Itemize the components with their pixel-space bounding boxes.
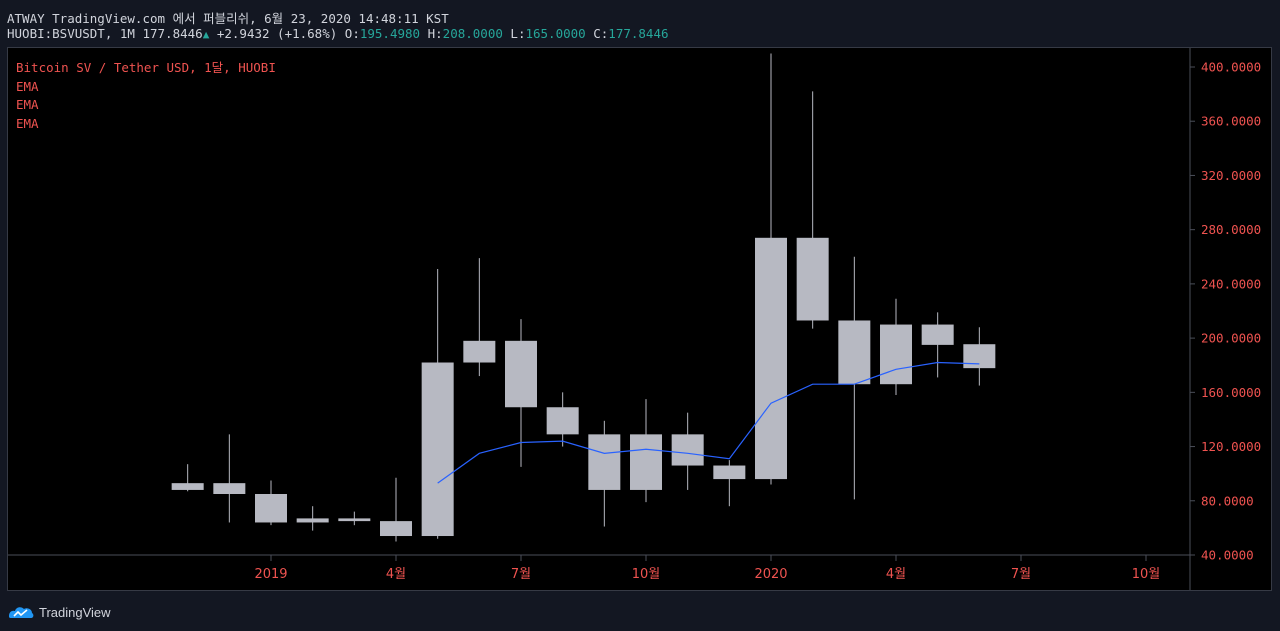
- legend-ema-2[interactable]: EMA: [16, 97, 39, 113]
- candle-body: [546, 407, 579, 435]
- y-tick-label: 400.0000: [1201, 60, 1261, 75]
- tradingview-brand: TradingView: [39, 604, 111, 620]
- candle-body: [963, 344, 996, 369]
- chart-publish-info: ATWAY TradingView.com 에서 퍼블리쉬, 6월 23, 20…: [7, 11, 449, 26]
- close-value: 177.8446: [608, 26, 669, 41]
- y-tick-label: 120.0000: [1201, 439, 1261, 454]
- candle-body: [255, 494, 287, 523]
- last-price: 177.8446: [142, 26, 203, 41]
- chart-legend: Bitcoin SV / Tether USD, 1달, HUOBI EMA E…: [16, 59, 276, 134]
- legend-ema-1[interactable]: EMA: [16, 78, 39, 94]
- candle-body: [463, 340, 496, 363]
- tradingview-logo-icon: [9, 607, 34, 618]
- y-tick-label: 160.0000: [1201, 385, 1261, 400]
- ema-line: [437, 361, 980, 484]
- up-arrow-icon: ▲: [202, 28, 210, 41]
- y-tick-label: 40.0000: [1201, 548, 1254, 563]
- x-tick-label: 2019: [254, 567, 287, 582]
- open-value: 195.4980: [359, 26, 421, 41]
- y-tick-label: 80.0000: [1201, 493, 1254, 508]
- symbol-ohlc-bar: HUOBI:BSVUSDT, 1M 177.8446▲ +2.9432 (+1.…: [7, 26, 669, 41]
- x-tick-label: 4월: [386, 567, 406, 582]
- x-tick-label: 4월: [886, 567, 906, 582]
- candle-body: [588, 434, 621, 490]
- y-tick-label: 360.0000: [1201, 114, 1261, 129]
- x-tick-label: 10월: [1132, 567, 1161, 582]
- candle-body: [755, 237, 787, 480]
- x-tick-label: 10월: [632, 567, 661, 582]
- candle-body: [338, 518, 371, 522]
- legend-ema-3[interactable]: EMA: [16, 116, 39, 132]
- y-tick-label: 280.0000: [1201, 222, 1261, 237]
- candle-body: [296, 518, 329, 523]
- candle-body: [171, 483, 204, 490]
- open-label: O:: [344, 26, 360, 41]
- candle-body: [630, 434, 662, 490]
- candle-body: [671, 434, 704, 466]
- candle-body: [713, 465, 746, 480]
- x-tick-label: 7월: [511, 567, 531, 582]
- legend-title: Bitcoin SV / Tether USD, 1달, HUOBI: [16, 60, 276, 75]
- low-value: 165.0000: [525, 26, 586, 41]
- candle-body: [921, 324, 954, 345]
- close-label: C:: [593, 26, 609, 41]
- candle-body: [880, 324, 912, 385]
- high-label: H:: [427, 26, 443, 41]
- low-label: L:: [510, 26, 526, 41]
- candle-body: [505, 340, 537, 408]
- candle-body: [838, 320, 871, 385]
- candle-body: [213, 483, 246, 494]
- y-tick-label: 240.0000: [1201, 276, 1261, 291]
- candle-body: [796, 237, 829, 321]
- x-tick-label: 7월: [1011, 567, 1031, 582]
- tradingview-logo[interactable]: TradingView: [7, 601, 111, 623]
- candle-body: [380, 521, 412, 537]
- high-value: 208.0000: [442, 26, 503, 41]
- symbol-label: HUOBI:BSVUSDT, 1M: [7, 26, 135, 41]
- candle-body: [421, 362, 454, 537]
- y-tick-label: 320.0000: [1201, 168, 1261, 183]
- price-change: +2.9432 (+1.68%): [216, 26, 338, 41]
- x-tick-label: 2020: [754, 567, 787, 582]
- y-tick-label: 200.0000: [1201, 331, 1261, 346]
- chart-frame: [7, 47, 1272, 591]
